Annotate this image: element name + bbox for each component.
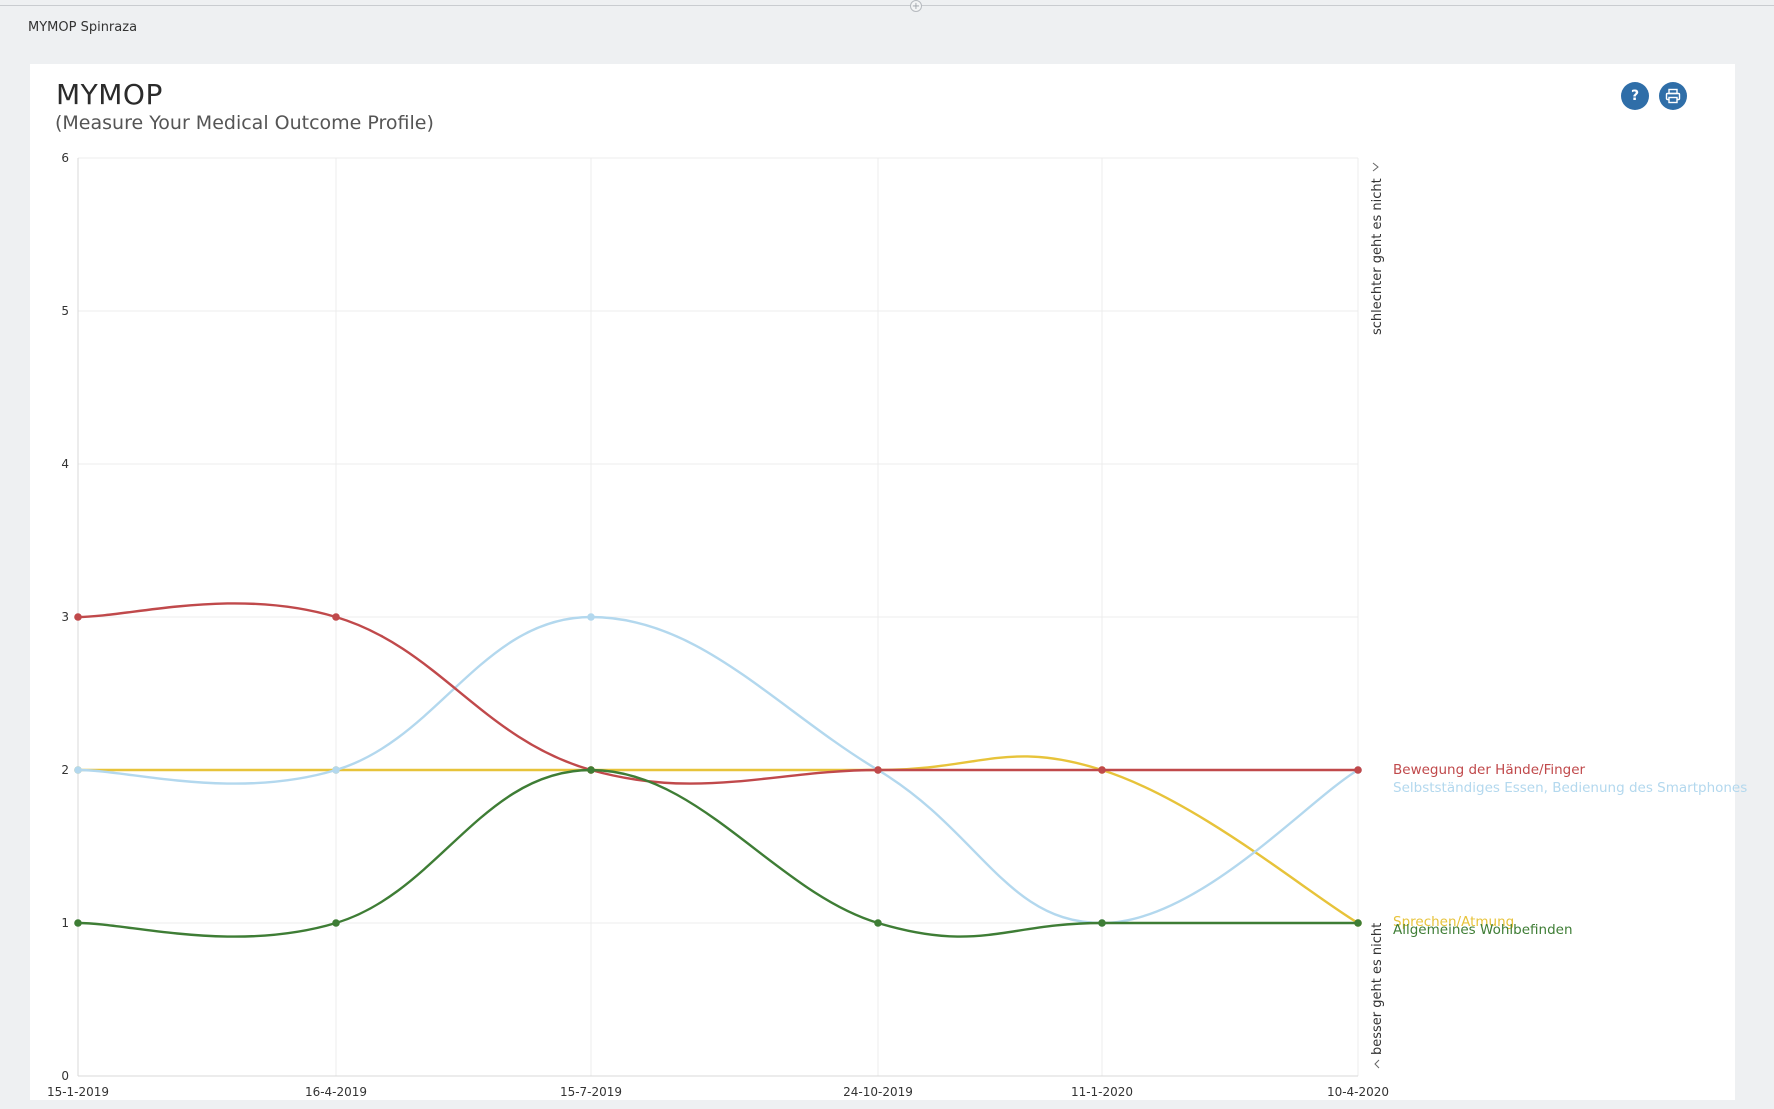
- help-icon: ?: [1630, 88, 1640, 104]
- data-point-3: [1098, 919, 1106, 927]
- series-line-2: [78, 755, 1359, 925]
- series-label-2: Sprechen/Atmung: [1393, 914, 1514, 930]
- data-point-3: [874, 919, 882, 927]
- chevron-up-icon: [1372, 162, 1379, 172]
- data-point-1: [74, 766, 82, 774]
- series-label-0: Bewegung der Hände/Finger: [1393, 762, 1586, 778]
- x-tick-label: 16-4-2019: [305, 1085, 367, 1099]
- y-tick-label: 3: [61, 610, 69, 624]
- data-point-3: [332, 919, 340, 927]
- data-point-3: [74, 919, 82, 927]
- series-line-1: [77, 615, 1359, 925]
- series-line-3: [77, 768, 1358, 938]
- data-point-0: [74, 613, 82, 621]
- series-label-1: Selbstständiges Essen, Bedienung des Sma…: [1393, 780, 1747, 796]
- chevron-down-icon: [1374, 1059, 1380, 1069]
- data-point-3: [1354, 919, 1362, 927]
- print-icon: [1665, 88, 1681, 104]
- series-line-0: [77, 602, 1358, 785]
- data-point-0: [874, 766, 882, 774]
- expand-handle-icon[interactable]: +: [910, 0, 922, 12]
- y-tick-label: 0: [61, 1069, 69, 1083]
- chart-card: [30, 64, 1735, 1100]
- right-axis-top-label: schlechter geht es nicht: [1370, 178, 1385, 335]
- x-tick-label: 15-7-2019: [560, 1085, 622, 1099]
- y-tick-label: 1: [61, 916, 69, 930]
- series-label-3: Allgemeines Wohlbefinden: [1393, 922, 1573, 938]
- x-tick-label: 15-1-2019: [47, 1085, 109, 1099]
- y-tick-label: 6: [61, 151, 69, 165]
- data-point-0: [1354, 766, 1362, 774]
- data-point-1: [587, 613, 595, 621]
- data-point-3: [587, 766, 595, 774]
- top-divider: [0, 5, 1774, 6]
- y-tick-label: 4: [61, 457, 69, 471]
- data-point-1: [332, 766, 340, 774]
- right-axis-bottom-label: besser geht es nicht: [1370, 923, 1385, 1055]
- data-point-0: [1098, 766, 1106, 774]
- x-tick-label: 24-10-2019: [843, 1085, 913, 1099]
- print-button[interactable]: [1659, 82, 1687, 110]
- x-tick-label: 10-4-2020: [1327, 1085, 1389, 1099]
- y-tick-label: 5: [61, 304, 69, 318]
- page-title: MYMOP: [56, 78, 163, 111]
- help-button[interactable]: ?: [1621, 82, 1649, 110]
- x-tick-label: 11-1-2020: [1071, 1085, 1133, 1099]
- app-title: MYMOP Spinraza: [28, 20, 138, 35]
- page-subtitle: (Measure Your Medical Outcome Profile): [55, 112, 434, 134]
- data-point-0: [332, 613, 340, 621]
- y-tick-label: 2: [61, 763, 69, 777]
